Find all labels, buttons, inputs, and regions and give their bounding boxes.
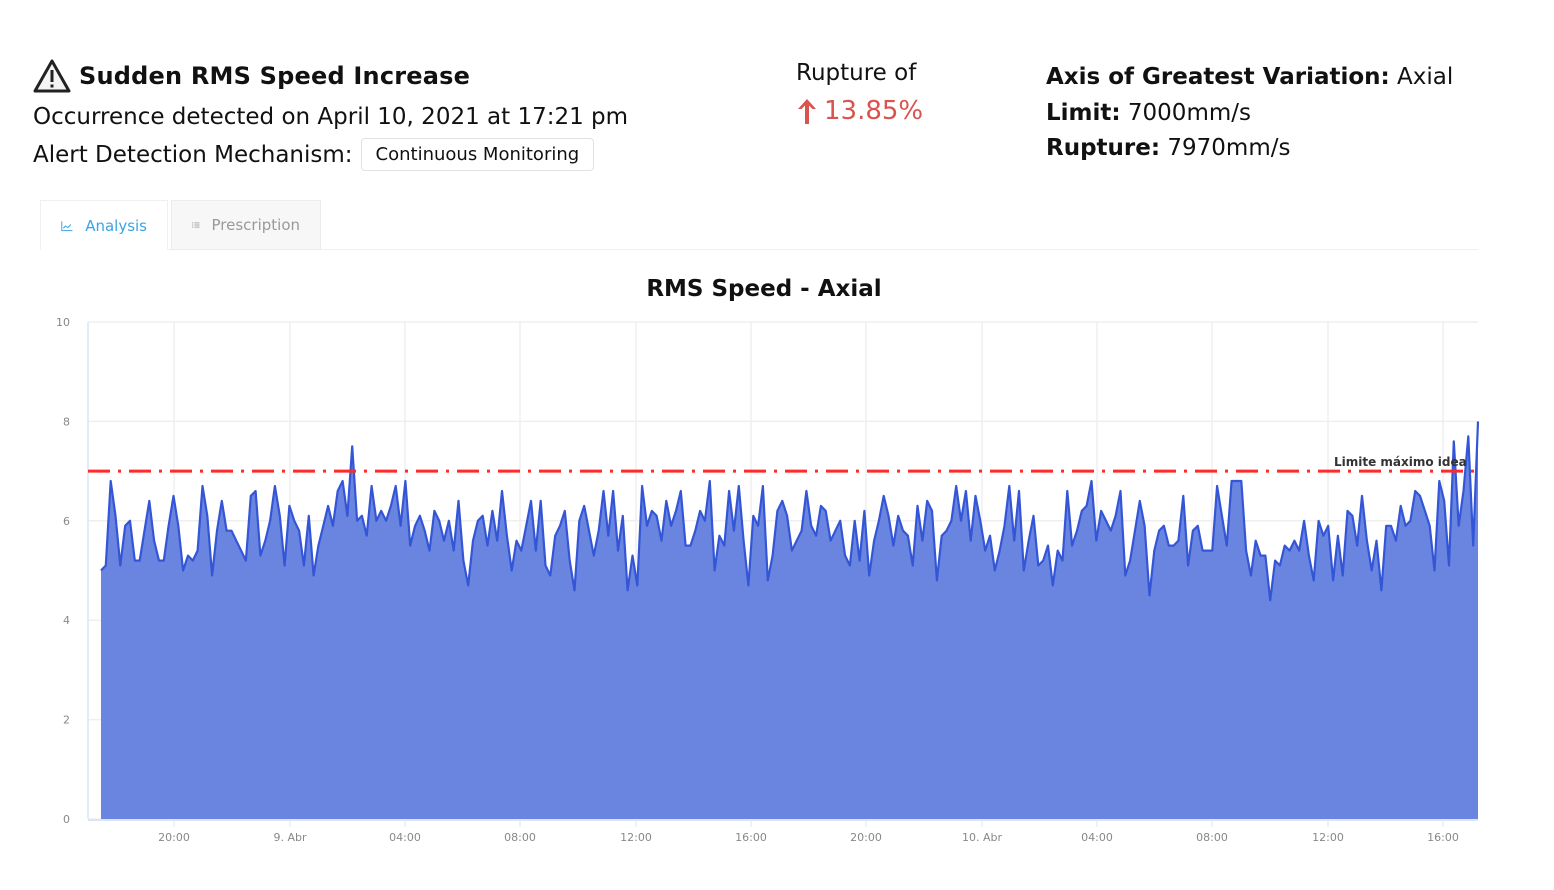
svg-text:16:00: 16:00 — [735, 831, 767, 844]
svg-text:16:00: 16:00 — [1427, 831, 1459, 844]
y-axis: 0 2 4 6 8 10 — [56, 316, 70, 826]
axis-value: Axial — [1397, 64, 1454, 90]
chart-series-line — [100, 421, 1480, 602]
alert-details: Axis of Greatest Variation: Axial Limit:… — [1046, 60, 1453, 167]
alert-title: Sudden RMS Speed Increase — [79, 62, 471, 90]
rupture-detail-value: 7970mm/s — [1167, 135, 1291, 161]
rupture-value: 13.85% — [824, 96, 924, 126]
limit-label: Limit: — [1046, 99, 1121, 126]
alert-header: Sudden RMS Speed Increase Occurrence det… — [33, 58, 628, 171]
svg-text:08:00: 08:00 — [504, 831, 536, 844]
svg-text:04:00: 04:00 — [1081, 831, 1113, 844]
tab-prescription[interactable]: Prescription — [171, 200, 321, 250]
svg-text:2: 2 — [63, 714, 70, 727]
svg-text:20:00: 20:00 — [850, 831, 882, 844]
tab-analysis-label: Analysis — [85, 216, 147, 235]
warning-triangle-icon — [33, 59, 71, 93]
mechanism-label: Alert Detection Mechanism: — [33, 141, 353, 168]
mechanism-badge: Continuous Monitoring — [360, 138, 595, 171]
rupture-label: Rupture of — [796, 60, 917, 86]
limit-value: 7000mm/s — [1127, 99, 1251, 126]
chart-area-fill — [101, 421, 1478, 819]
rupture-detail-label: Rupture: — [1046, 135, 1161, 161]
chart-title: RMS Speed - Axial — [646, 276, 882, 302]
occurrence-text: Occurrence detected on April 10, 2021 at… — [33, 104, 629, 130]
svg-text:8: 8 — [63, 415, 70, 428]
svg-text:6: 6 — [63, 515, 70, 528]
x-axis: 20:00 9. Abr 04:00 08:00 12:00 16:00 20:00 10. … — [88, 819, 1478, 844]
limit-line-label: Limite máximo idea — [1334, 455, 1467, 469]
svg-text:9. Abr: 9. Abr — [273, 831, 306, 844]
svg-text:20:00: 20:00 — [158, 831, 190, 844]
svg-text:12:00: 12:00 — [1312, 831, 1344, 844]
svg-text:0: 0 — [63, 813, 70, 826]
arrow-up-icon — [798, 99, 816, 124]
tab-prescription-label: Prescription — [211, 216, 301, 234]
svg-text:10. Abr: 10. Abr — [962, 831, 1002, 844]
axis-label: Axis of Greatest Variation: — [1046, 64, 1390, 90]
svg-text:10: 10 — [56, 316, 70, 329]
svg-text:12:00: 12:00 — [620, 831, 652, 844]
tab-bar: Analysis Prescription — [40, 200, 1478, 250]
tab-analysis[interactable]: Analysis — [40, 200, 168, 250]
list-icon — [192, 222, 200, 228]
svg-text:4: 4 — [63, 614, 70, 627]
svg-text:04:00: 04:00 — [389, 831, 421, 844]
rupture-summary: Rupture of 13.85% — [796, 60, 923, 126]
svg-text:08:00: 08:00 — [1196, 831, 1228, 844]
line-chart-icon — [61, 220, 73, 231]
